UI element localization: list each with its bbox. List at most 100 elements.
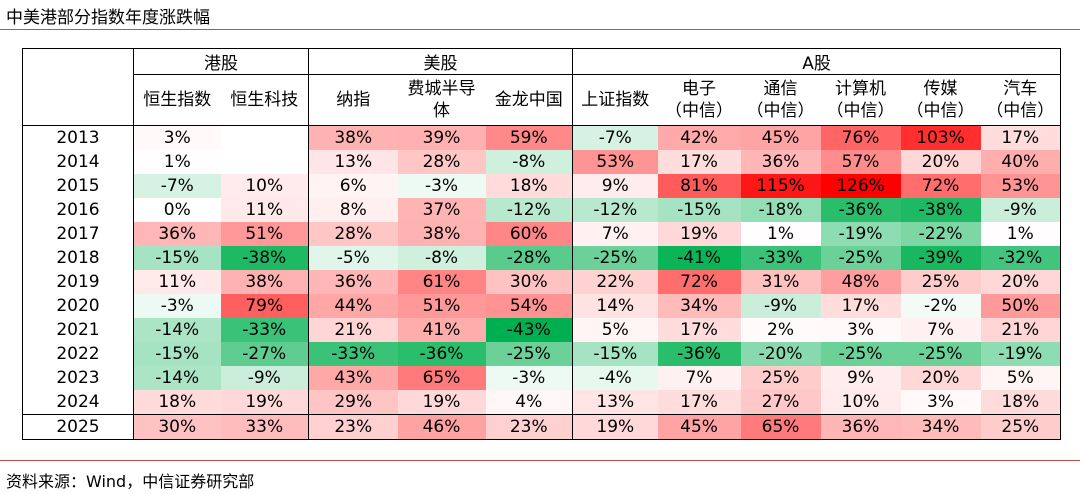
year-cell: 2025: [22, 414, 134, 440]
value-cell: 5%: [980, 366, 1061, 390]
value-cell: -7%: [133, 174, 221, 198]
value-cell: 14%: [572, 294, 658, 318]
value-cell: -27%: [220, 342, 309, 366]
value-cell: 20%: [980, 270, 1061, 294]
value-cell: 46%: [397, 414, 486, 440]
rule: [0, 460, 1080, 461]
value-cell: 34%: [900, 414, 981, 440]
value-cell: 126%: [820, 174, 901, 198]
value-cell: -12%: [485, 198, 573, 222]
year-cell: 2013: [56, 128, 100, 148]
value-cell: -39%: [900, 246, 981, 270]
column-header: 汽车 （中信）: [980, 74, 1061, 126]
year-cell: 2022: [56, 344, 100, 364]
value-cell: 3%: [133, 125, 221, 150]
value-cell: -8%: [397, 246, 486, 270]
data-row: 2018 -15% -38% -5% -8% -28% -25% -41% -33% -25% -3…: [23, 246, 1061, 270]
value-cell: 45%: [740, 125, 821, 150]
year-cell: 2016: [56, 200, 100, 220]
value-cell: -9%: [220, 366, 309, 390]
corner: [22, 48, 134, 126]
value-cell: 9%: [572, 174, 658, 198]
value-cell: -5%: [308, 246, 398, 270]
value-cell: [220, 150, 309, 174]
value-cell: -7%: [572, 125, 658, 150]
value-cell: 28%: [397, 150, 486, 174]
value-cell: 115%: [740, 174, 821, 198]
column-header-row: 恒生指数 恒生科技 纳指 费城半导体 金龙中国 上证指数 电子 （中信） 通信 （中信） 计算机…: [23, 74, 1061, 126]
value-cell: 11%: [220, 198, 309, 222]
value-cell: 22%: [572, 270, 658, 294]
value-cell: -15%: [572, 342, 658, 366]
year-cell: 2019: [56, 272, 100, 292]
value-cell: 34%: [657, 294, 741, 318]
column-header: 计算机 （中信）: [820, 74, 901, 126]
value-cell: 2%: [740, 318, 821, 342]
value-cell: 38%: [308, 125, 398, 150]
value-cell: -25%: [485, 342, 573, 366]
value-cell: 20%: [900, 366, 981, 390]
value-cell: 36%: [820, 414, 901, 440]
value-cell: 81%: [657, 174, 741, 198]
value-cell: -2%: [900, 294, 981, 318]
data-row: 2015 -7% 10% 6% -3% 18% 9% 81% 115% 126% 72% 53%: [23, 174, 1061, 198]
data-row: 2019 11% 38% 36% 61% 30% 22% 72% 31% 48% 25% 20%: [23, 270, 1061, 294]
column-header: 传媒 （中信）: [900, 74, 981, 126]
data-row: 2025 30% 33% 23% 46% 23% 19% 45% 65% 36% 34% 25%: [22, 414, 1061, 440]
data-row: 2021 -14% -33% 21% 41% -43% 5% 17% 2% 3% 7% 21%: [23, 318, 1061, 342]
value-cell: -12%: [572, 198, 658, 222]
value-cell: 5%: [572, 318, 658, 342]
value-cell: 19%: [657, 222, 741, 246]
value-cell: 65%: [397, 366, 486, 390]
value-cell: 43%: [308, 366, 398, 390]
value-cell: -3%: [485, 366, 573, 390]
value-cell: 36%: [740, 150, 821, 174]
data-row: 2023 -14% -9% 43% 65% -3% -4% 7% 25% 9% 20% 5%: [23, 366, 1061, 390]
value-cell: 103%: [900, 125, 981, 150]
value-cell: [220, 125, 309, 150]
value-cell: -25%: [820, 246, 901, 270]
value-cell: 51%: [220, 222, 309, 246]
value-cell: -14%: [133, 318, 221, 342]
value-cell: 10%: [220, 174, 309, 198]
value-cell: 13%: [572, 390, 658, 415]
value-cell: 50%: [980, 294, 1061, 318]
value-cell: 61%: [397, 270, 486, 294]
value-cell: 72%: [900, 174, 981, 198]
value-cell: 3%: [820, 318, 901, 342]
column-header: 恒生科技: [220, 74, 309, 126]
value-cell: 10%: [820, 390, 901, 415]
value-cell: -33%: [308, 342, 398, 366]
value-cell: 59%: [485, 125, 573, 150]
value-cell: 33%: [220, 414, 309, 440]
group-header-row: 港股 美股 A股: [22, 48, 1061, 126]
value-cell: 9%: [820, 366, 901, 390]
data-row: 2022 -15% -27% -33% -36% -25% -15% -36% -20% -25%…: [23, 342, 1061, 366]
value-cell: -38%: [900, 198, 981, 222]
value-cell: 51%: [397, 294, 486, 318]
value-cell: -25%: [900, 342, 981, 366]
value-cell: 19%: [572, 414, 658, 440]
value-cell: 0%: [133, 198, 221, 222]
value-cell: -33%: [220, 318, 309, 342]
year-cell: 2017: [56, 224, 100, 244]
value-cell: 1%: [740, 222, 821, 246]
value-cell: 25%: [900, 270, 981, 294]
value-cell: 17%: [820, 294, 901, 318]
value-cell: -28%: [485, 246, 573, 270]
value-cell: 38%: [220, 270, 309, 294]
value-cell: 11%: [133, 270, 221, 294]
value-cell: 20%: [900, 150, 981, 174]
value-cell: -4%: [572, 366, 658, 390]
value-cell: 7%: [900, 318, 981, 342]
value-cell: 1%: [980, 222, 1061, 246]
year-cell: 2018: [56, 248, 100, 268]
value-cell: 30%: [485, 270, 573, 294]
column-header: 通信 （中信）: [740, 74, 821, 126]
value-cell: 8%: [308, 198, 398, 222]
value-cell: 13%: [308, 150, 398, 174]
column-header: 纳指: [308, 74, 398, 126]
value-cell: 45%: [657, 414, 741, 440]
group-header: A股: [572, 48, 1061, 75]
